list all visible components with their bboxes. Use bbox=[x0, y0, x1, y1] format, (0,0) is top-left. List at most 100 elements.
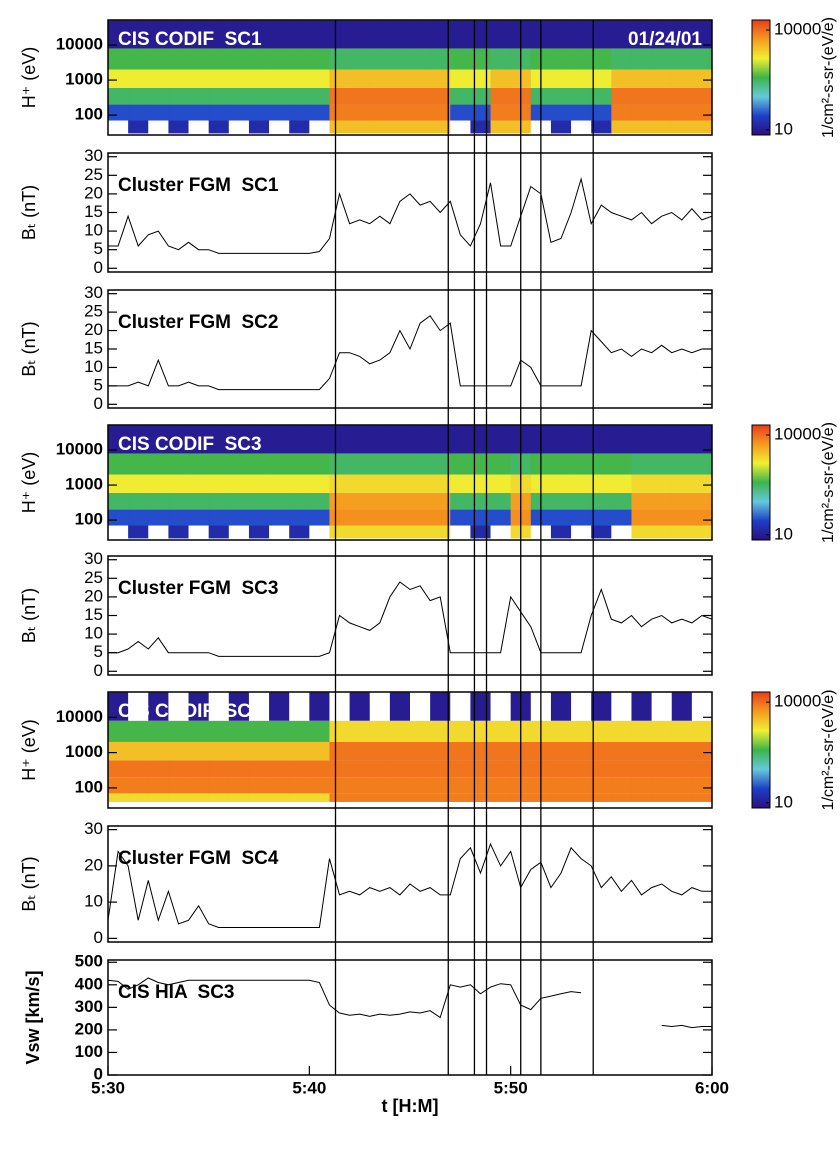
heat-cell bbox=[651, 525, 673, 539]
heat-cell bbox=[248, 20, 270, 49]
y-tick-label: 10000 bbox=[56, 707, 103, 726]
heat-cell bbox=[470, 48, 491, 70]
y-axis-label: Bₜ (nT) bbox=[19, 185, 39, 240]
heat-cell bbox=[269, 692, 290, 721]
heat-cell bbox=[490, 777, 512, 794]
heat-cell bbox=[470, 720, 491, 742]
heat-cell bbox=[389, 104, 411, 121]
heat-cell bbox=[550, 453, 572, 475]
x-tick-label: 5:30 bbox=[91, 1078, 125, 1097]
heat-cell bbox=[128, 760, 149, 778]
heat-cell bbox=[309, 69, 330, 88]
y-tick-label: 30 bbox=[84, 146, 103, 165]
heat-cell bbox=[691, 20, 713, 49]
heat-cell bbox=[329, 777, 350, 794]
heat-cell bbox=[369, 474, 391, 493]
y-tick-label: 0 bbox=[94, 661, 103, 680]
panel-frame bbox=[107, 424, 713, 541]
heat-cell bbox=[128, 48, 149, 70]
heat-cell bbox=[571, 525, 592, 539]
x-tick-label: 5:40 bbox=[292, 1078, 326, 1097]
heat-cell bbox=[248, 793, 270, 802]
heat-cell bbox=[269, 525, 290, 539]
y-tick-label: 1000 bbox=[65, 475, 103, 494]
heat-cell bbox=[470, 453, 491, 475]
heat-cell bbox=[550, 692, 572, 721]
panel-frame bbox=[107, 555, 713, 676]
heat-cell bbox=[168, 120, 189, 134]
heat-cell bbox=[430, 509, 451, 526]
heat-cell bbox=[450, 120, 471, 134]
heat-cell bbox=[309, 120, 330, 134]
heat-cell bbox=[289, 69, 310, 88]
heat-cell bbox=[208, 104, 230, 121]
heat-cell bbox=[490, 720, 512, 742]
heat-cell bbox=[430, 692, 451, 721]
heat-cell bbox=[108, 720, 129, 742]
heat-cell bbox=[671, 692, 693, 721]
heat-cell bbox=[228, 425, 250, 454]
heat-cell bbox=[188, 425, 210, 454]
heat-cell bbox=[571, 492, 592, 510]
heat-cell bbox=[470, 120, 491, 134]
heat-cell bbox=[248, 104, 270, 121]
heat-cell bbox=[430, 720, 451, 742]
heat-cell bbox=[651, 692, 673, 721]
heat-cell bbox=[430, 777, 451, 794]
heat-cell bbox=[228, 453, 250, 475]
heat-cell bbox=[128, 20, 149, 49]
heat-cell bbox=[329, 69, 350, 88]
panel-title: Cluster FGM SC3 bbox=[118, 578, 278, 599]
heat-cell bbox=[470, 509, 491, 526]
heat-cell bbox=[148, 474, 169, 493]
heat-cell bbox=[591, 793, 612, 802]
heat-cell bbox=[671, 20, 693, 49]
heat-cell bbox=[389, 509, 411, 526]
heat-cell bbox=[168, 104, 189, 121]
heat-cell bbox=[450, 492, 471, 510]
heat-cell bbox=[329, 509, 350, 526]
heat-cell bbox=[208, 492, 230, 510]
heat-cell bbox=[571, 692, 592, 721]
heat-cell bbox=[591, 425, 612, 454]
heat-cell bbox=[591, 87, 612, 105]
heat-cell bbox=[389, 492, 411, 510]
heat-cell bbox=[248, 692, 270, 721]
heat-cell bbox=[349, 120, 371, 134]
heat-cell bbox=[269, 492, 290, 510]
heat-cell bbox=[550, 525, 572, 539]
colorbar-tick-label: 10 bbox=[774, 792, 793, 811]
heat-cell bbox=[208, 474, 230, 493]
heat-cell bbox=[591, 692, 612, 721]
heat-cell bbox=[691, 741, 713, 761]
heat-cell bbox=[631, 793, 652, 802]
heat-cell bbox=[329, 120, 350, 134]
heat-cell bbox=[369, 720, 391, 742]
panel-title: CIS CODIF SC4 bbox=[118, 701, 262, 722]
heat-cell bbox=[349, 20, 371, 49]
heat-cell bbox=[168, 760, 189, 778]
heat-cell bbox=[550, 69, 572, 88]
heat-cell bbox=[228, 692, 250, 721]
heat-cell bbox=[188, 20, 210, 49]
heat-cell bbox=[591, 741, 612, 761]
heat-cell bbox=[349, 492, 371, 510]
heat-cell bbox=[349, 760, 371, 778]
heat-cell bbox=[269, 777, 290, 794]
colorbar-tick-label: 10000 bbox=[774, 20, 821, 39]
heat-cell bbox=[450, 104, 471, 121]
heat-cell bbox=[309, 777, 330, 794]
heat-cell bbox=[490, 69, 512, 88]
heat-cell bbox=[148, 741, 169, 761]
heat-cell bbox=[128, 69, 149, 88]
heat-cell bbox=[591, 525, 612, 539]
heat-cell bbox=[389, 525, 411, 539]
heat-cell bbox=[410, 48, 431, 70]
heat-cell bbox=[309, 48, 330, 70]
heat-cell bbox=[349, 692, 371, 721]
heat-cell bbox=[389, 87, 411, 105]
heat-cell bbox=[168, 692, 189, 721]
y-tick-label: 15 bbox=[84, 202, 103, 221]
heat-cell bbox=[208, 741, 230, 761]
heat-cell bbox=[490, 87, 512, 105]
